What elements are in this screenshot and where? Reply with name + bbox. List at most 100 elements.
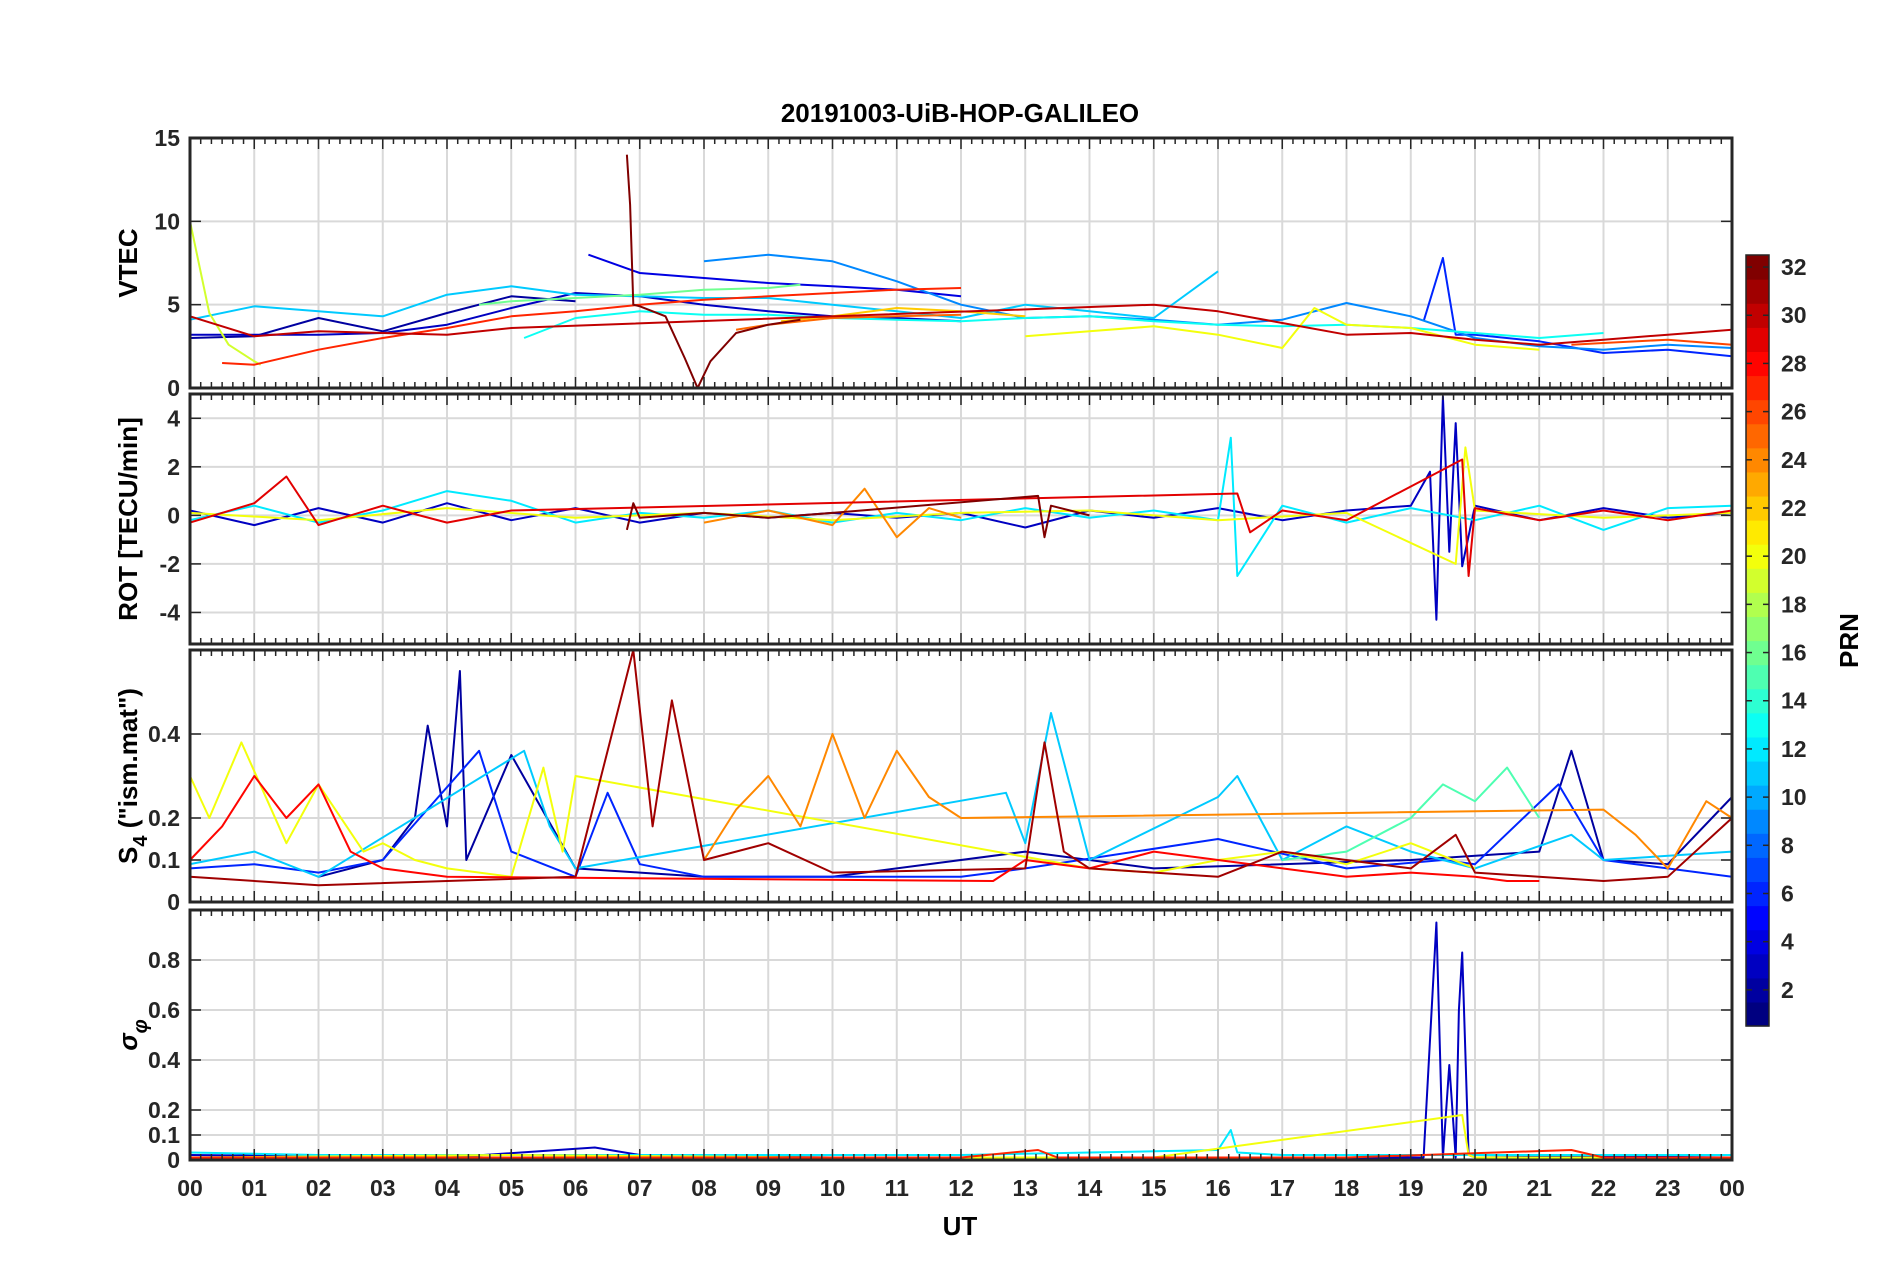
colorbar-swatch — [1746, 447, 1769, 473]
series-prn-32 — [625, 494, 1090, 539]
colorbar-label: PRN — [1834, 613, 1864, 668]
colorbar-swatch — [1746, 568, 1769, 593]
x-tick-label: 20 — [1462, 1175, 1488, 1201]
colorbar-tick-label: 26 — [1781, 399, 1807, 425]
series-prn-2 — [318, 670, 1732, 878]
x-tick-label: 23 — [1655, 1175, 1681, 1201]
colorbar-swatch — [1746, 375, 1769, 401]
colorbar-swatch — [1746, 255, 1769, 280]
panel-vtec: 0 5 10 15 VTEC — [113, 125, 1734, 401]
series-prn-16 — [478, 283, 801, 306]
colorbar-tick-label: 10 — [1781, 784, 1807, 810]
series-group — [190, 154, 1732, 388]
x-tick-label: 05 — [498, 1175, 524, 1201]
colorbar-tick-label: 16 — [1781, 640, 1807, 666]
series-group — [190, 650, 1732, 887]
y-tick-label: 2 — [167, 454, 180, 480]
x-tick-label: 00 — [177, 1175, 203, 1201]
series-prn-28 — [190, 775, 1540, 882]
series-prn-13 — [523, 310, 1604, 339]
x-tick-label: 02 — [306, 1175, 332, 1201]
y-tick-label: 15 — [154, 125, 180, 151]
series-prn-24 — [703, 733, 1732, 870]
colorbar-swatch — [1746, 399, 1769, 425]
colorbar-swatch — [1746, 664, 1769, 690]
panel-sigma: 00.10.2 0.4 0.6 0.8 σφ — [113, 908, 1734, 1173]
colorbar-tick-label: 4 — [1781, 929, 1794, 955]
series-prn-32 — [625, 154, 801, 388]
x-tick-label: 21 — [1526, 1175, 1552, 1201]
colorbar-swatch — [1746, 929, 1769, 955]
y-tick-label: 0.2 — [148, 805, 180, 831]
colorbar-swatch — [1746, 592, 1769, 618]
series-prn-11 — [190, 270, 1219, 321]
y-axis-title-main: ROT [TECU/min] — [113, 417, 143, 621]
x-tick-label: 06 — [563, 1175, 589, 1201]
colorbar-tick-label: 12 — [1781, 736, 1807, 762]
colorbar-swatch — [1746, 760, 1769, 786]
colorbar-swatch — [1746, 544, 1769, 569]
colorbar-tick-label: 6 — [1781, 880, 1794, 906]
y-axis-title-sub: 4 — [130, 835, 152, 847]
colorbar-swatch — [1746, 712, 1769, 738]
colorbar-tick-label: 30 — [1781, 302, 1807, 328]
x-tick-label: 08 — [691, 1175, 717, 1201]
colorbar-tick-label: 20 — [1781, 543, 1807, 569]
series-prn-6 — [190, 749, 1732, 878]
colorbar-swatch — [1746, 351, 1769, 377]
colorbar-swatch — [1746, 1001, 1769, 1027]
panel-rot: -4 -2 0 2 4 ROT [TECU/min] — [113, 392, 1734, 646]
x-tick-label: 04 — [434, 1175, 460, 1201]
x-tick-label: 01 — [241, 1175, 267, 1201]
series-prn-3 — [190, 395, 1732, 621]
series-prn-25 — [735, 313, 962, 331]
y-axis-title: S4 ("ism.mat") — [113, 688, 152, 864]
colorbar-swatch — [1746, 809, 1769, 834]
colorbar-tick-label: 24 — [1781, 447, 1807, 473]
colorbar-swatch — [1746, 616, 1769, 642]
x-tick-label: 12 — [948, 1175, 974, 1201]
y-axis-title-suffix: ("ism.mat") — [113, 688, 143, 835]
x-tick-label: 14 — [1077, 1175, 1103, 1201]
y-tick-label: 5 — [167, 292, 180, 318]
colorbar-swatch — [1746, 688, 1769, 714]
colorbar-swatch — [1746, 495, 1769, 521]
x-tick-label: 19 — [1398, 1175, 1424, 1201]
series-prn-24 — [703, 487, 962, 539]
series-prn-27 — [222, 287, 962, 366]
y-tick-label: 0 — [167, 1147, 180, 1173]
y-axis-title-main: VTEC — [113, 228, 143, 298]
y-tick-label: 10 — [154, 208, 180, 234]
colorbar-swatch — [1746, 327, 1769, 352]
series-prn-3 — [190, 921, 1732, 1159]
x-tick-label: 22 — [1591, 1175, 1617, 1201]
colorbar-swatch — [1746, 520, 1769, 545]
x-tick-label: 18 — [1334, 1175, 1360, 1201]
y-axis-title-sub: φ — [130, 1019, 152, 1033]
x-tick-label: 03 — [370, 1175, 396, 1201]
colorbar-tick-label: 32 — [1781, 254, 1807, 280]
x-tick-label: 16 — [1205, 1175, 1231, 1201]
colorbar-swatch — [1746, 640, 1769, 666]
series-prn-20 — [190, 741, 1476, 878]
y-tick-label: 0.4 — [148, 721, 180, 747]
series-prn-26 — [1571, 338, 1732, 346]
y-axis-title: VTEC — [113, 228, 143, 298]
colorbar-swatch — [1746, 785, 1769, 810]
x-tick-label: 07 — [627, 1175, 653, 1201]
y-tick-label: -2 — [160, 551, 180, 577]
colorbar-frame — [1745, 254, 1770, 1027]
x-tick-label: 17 — [1269, 1175, 1295, 1201]
series-prn-19 — [190, 221, 262, 366]
x-axis-title: UT — [943, 1211, 978, 1241]
y-tick-label: 4 — [167, 405, 180, 431]
y-tick-label: 0.8 — [148, 947, 180, 973]
series-group — [190, 395, 1732, 621]
y-tick-label: 0.6 — [148, 997, 180, 1023]
x-axis: 00 01 02 03 04 05 06 07 08 09 10 11 12 13 14 15 16 17 18 19… — [177, 1175, 1745, 1201]
colorbar-swatch — [1746, 303, 1769, 328]
